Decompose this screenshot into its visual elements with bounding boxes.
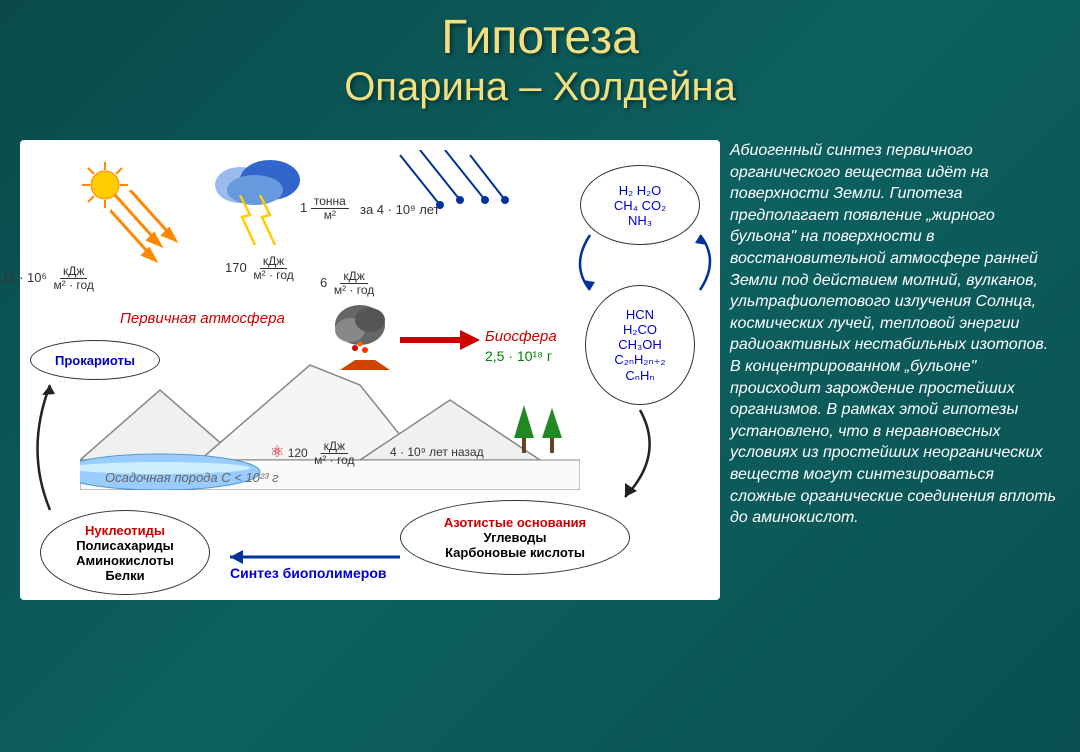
prokaryotes-label: Прокариоты xyxy=(55,353,135,368)
gas-h2co: H₂CO xyxy=(623,322,657,337)
gases-products-bubble: HCN H₂CO CH₃OH C₂ₙH₂ₙ₊₂ CₙHₙ xyxy=(585,285,695,405)
meteor-mass-label: 1 тоннам² xyxy=(300,195,349,222)
gas-cnhn: CₙHₙ xyxy=(625,368,654,384)
arrow-gas-down xyxy=(565,230,605,300)
gas-hcn: HCN xyxy=(626,307,654,322)
volcano-smoke-icon xyxy=(330,300,390,360)
sediment-label: Осадочная порода C < 10²³ г xyxy=(105,470,279,485)
nucleotides-label: Нуклеотиды xyxy=(85,523,165,538)
arrow-to-biosphere xyxy=(400,325,480,355)
primary-atmosphere-label: Первичная атмосфера xyxy=(120,310,285,327)
comet-icon xyxy=(390,150,520,230)
meteor-time-label: за 4 · 10⁹ лет xyxy=(360,202,440,217)
arrow-gas-to-nitbase xyxy=(610,405,670,505)
gas-h2-h2o: H₂ H₂O xyxy=(619,183,662,198)
prokaryotes-bubble: Прокариоты xyxy=(30,340,160,380)
nitbase-bubble: Азотистые основания Углеводы Карбоновые … xyxy=(400,500,630,575)
synth-label: Синтез биополимеров xyxy=(230,565,386,581)
nucleotides-bubble: Нуклеотиды Полисахариды Аминокислоты Бел… xyxy=(40,510,210,595)
solar-energy-label: 11 · 10⁶ кДжм² · год xyxy=(2,265,97,292)
gas-c2nh2n2: C₂ₙH₂ₙ₊₂ xyxy=(614,352,665,368)
nitbase-label: Азотистые основания xyxy=(444,515,586,530)
lightning-energy-label: 170 кДжм² · год xyxy=(225,255,297,282)
tree-icon xyxy=(510,400,570,455)
diagram-panel: 11 · 10⁶ кДжм² · год 1 тоннам² за 4 · 10… xyxy=(20,140,720,600)
polysaccharides-label: Полисахариды xyxy=(76,538,174,553)
gas-nh3: NH₃ xyxy=(628,213,652,228)
carboxylic-label: Карбоновые кислоты xyxy=(445,545,585,560)
gas-ch3oh: CH₃OH xyxy=(618,337,662,352)
page-title: Гипотеза xyxy=(0,10,1080,65)
lightning-icon xyxy=(230,195,290,255)
volcano-energy-label: 6 кДжм² · год xyxy=(320,270,377,297)
time-back-label: 4 · 10⁹ лет назад xyxy=(390,445,484,459)
arrow-gas-up xyxy=(685,230,725,300)
proteins-label: Белки xyxy=(105,568,144,583)
aminoacids-label: Аминокислоты xyxy=(76,553,174,568)
page-subtitle: Опарина – Холдейна xyxy=(0,65,1080,110)
biosphere-label: Биосфера xyxy=(485,328,557,345)
arrow-nucl-to-prok xyxy=(20,380,70,515)
side-paragraph: Абиогенный синтез первичного органическо… xyxy=(730,140,1060,529)
carbs-label: Углеводы xyxy=(484,530,547,545)
sun-rays xyxy=(110,190,190,270)
radioactive-symbol: ⚛ 120 кДжм² · год xyxy=(270,440,358,467)
gas-ch4-co2: CH₄ CO₂ xyxy=(614,198,666,213)
